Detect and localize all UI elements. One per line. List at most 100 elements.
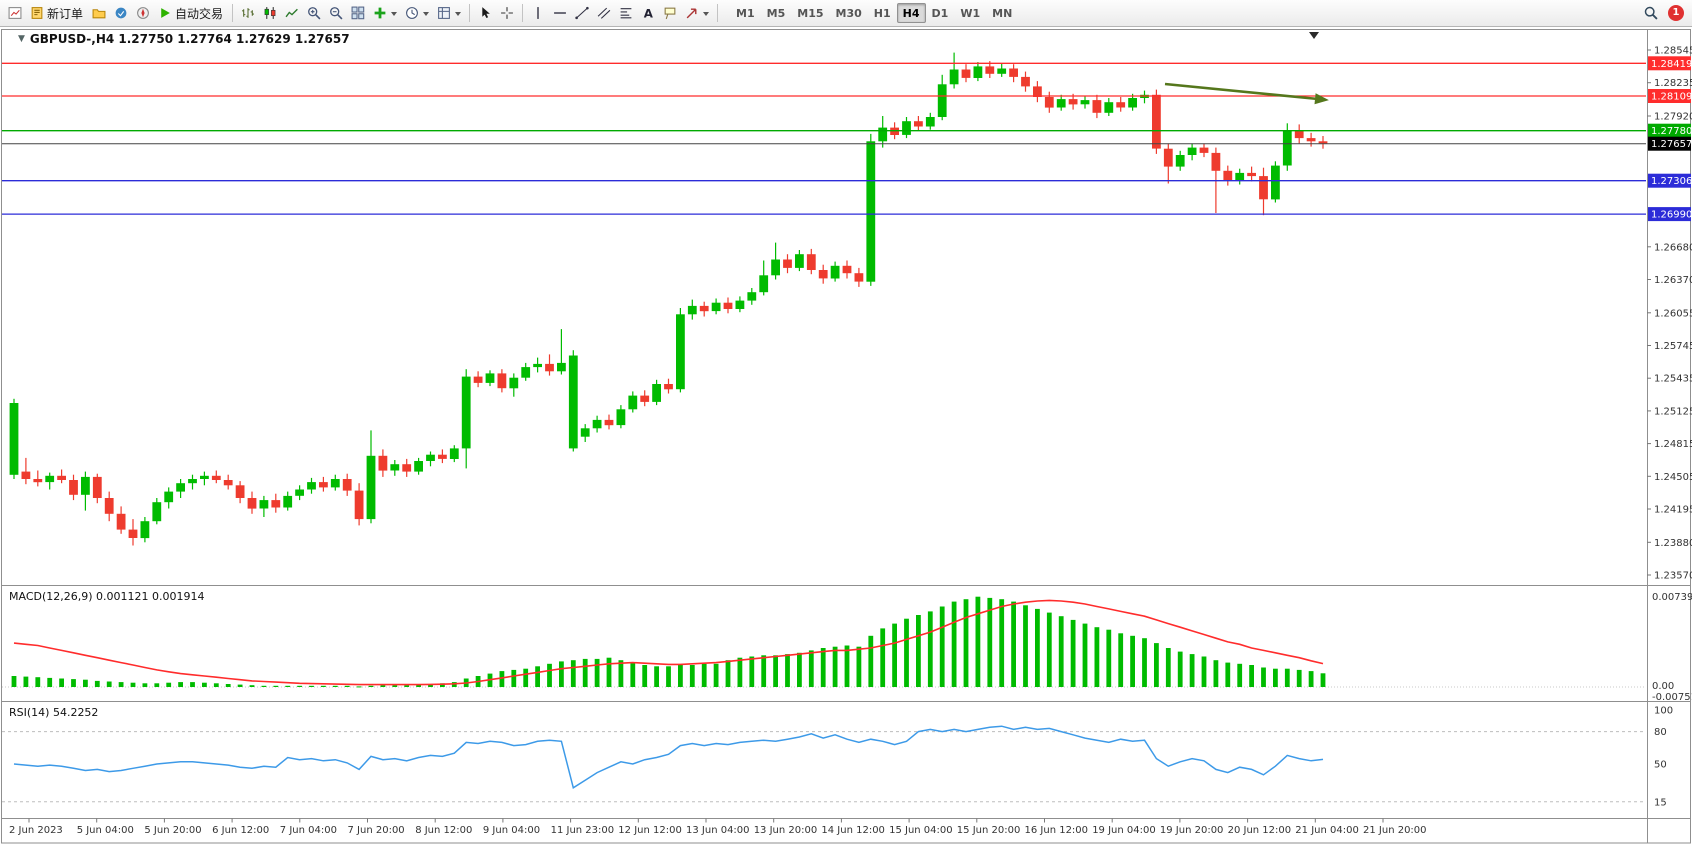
text-button[interactable]: A — [637, 2, 659, 24]
oneclick-trading-toggle-icon[interactable]: ▼ — [18, 34, 25, 44]
tile-windows-button[interactable] — [347, 2, 369, 24]
svg-text:1.26055: 1.26055 — [1654, 308, 1692, 319]
chart-profiles-button[interactable] — [88, 2, 110, 24]
svg-text:15 Jun 20:00: 15 Jun 20:00 — [957, 825, 1021, 836]
svg-text:1.25435: 1.25435 — [1654, 374, 1692, 385]
timeframe-M5[interactable]: M5 — [761, 3, 792, 23]
svg-text:1.24195: 1.24195 — [1654, 505, 1692, 516]
rsi-line — [13, 725, 1324, 789]
indicators-button[interactable] — [369, 2, 401, 24]
svg-text:16 Jun 12:00: 16 Jun 12:00 — [1025, 825, 1089, 836]
svg-text:1.27306: 1.27306 — [1651, 176, 1692, 187]
zoom-out-button[interactable] — [325, 2, 347, 24]
svg-text:1.26370: 1.26370 — [1654, 275, 1692, 286]
navigator-icon — [136, 6, 150, 20]
chart-new-icon — [8, 6, 22, 20]
chart-shift-marker[interactable] — [1309, 32, 1319, 39]
toolbar-separator — [469, 4, 471, 22]
new-order-button[interactable]: 新订单 — [26, 2, 88, 24]
svg-text:1.28235: 1.28235 — [1654, 78, 1692, 89]
crosshair-icon — [500, 6, 514, 20]
svg-text:6 Jun 12:00: 6 Jun 12:00 — [212, 825, 269, 836]
hline-icon — [553, 6, 567, 20]
svg-text:1.28109: 1.28109 — [1651, 92, 1692, 103]
svg-text:19 Jun 20:00: 19 Jun 20:00 — [1160, 825, 1224, 836]
templates-button[interactable] — [433, 2, 465, 24]
time-axis[interactable]: 2 Jun 2023 5 Jun 04:00 5 Jun 20:00 6 Jun 12… — [9, 818, 1427, 837]
svg-text:1.25125: 1.25125 — [1654, 406, 1692, 417]
svg-text:1.25745: 1.25745 — [1654, 341, 1692, 352]
line-chart-mode-button[interactable] — [281, 2, 303, 24]
label-icon — [663, 6, 677, 20]
periods-button[interactable] — [401, 2, 433, 24]
candlestick-mode-button[interactable] — [259, 2, 281, 24]
notification-badge[interactable]: 1 — [1668, 5, 1684, 21]
toolbar-right-group: 1 — [1640, 2, 1688, 24]
equidistant-channel-button[interactable] — [593, 2, 615, 24]
timeframe-M1[interactable]: M1 — [730, 3, 761, 23]
svg-text:1.26990: 1.26990 — [1651, 210, 1692, 221]
svg-text:15: 15 — [1654, 797, 1667, 808]
trendline-button[interactable] — [571, 2, 593, 24]
market-watch-button[interactable] — [110, 2, 132, 24]
auto-trading-button[interactable]: 自动交易 — [154, 2, 228, 24]
horizontal-line-button[interactable] — [549, 2, 571, 24]
svg-text:7 Jun 20:00: 7 Jun 20:00 — [348, 825, 405, 836]
timeframe-H1[interactable]: H1 — [868, 3, 897, 23]
svg-text:2 Jun 2023: 2 Jun 2023 — [9, 825, 63, 836]
cursor-button[interactable] — [474, 2, 496, 24]
svg-text:A: A — [644, 6, 654, 20]
svg-text:19 Jun 04:00: 19 Jun 04:00 — [1092, 825, 1156, 836]
svg-text:11 Jun 23:00: 11 Jun 23:00 — [551, 825, 615, 836]
new-chart-button[interactable] — [4, 2, 26, 24]
svg-text:50: 50 — [1654, 760, 1667, 771]
zoom-in-button[interactable] — [303, 2, 325, 24]
svg-text:9 Jun 04:00: 9 Jun 04:00 — [483, 825, 540, 836]
timeframe-M30[interactable]: M30 — [830, 3, 868, 23]
candles-icon — [263, 6, 277, 20]
timeframe-M15[interactable]: M15 — [791, 3, 829, 23]
toolbar: 新订单 自动交易 A M1 M5 M15 M30 H1 H4 D1 W1 MN 1 — [0, 0, 1692, 27]
trend-icon — [575, 6, 589, 20]
arrow-icon — [685, 6, 699, 20]
svg-text:1.23880: 1.23880 — [1654, 538, 1692, 549]
search-button[interactable] — [1640, 2, 1662, 24]
svg-text:21 Jun 20:00: 21 Jun 20:00 — [1363, 825, 1427, 836]
timeframe-MN[interactable]: MN — [986, 3, 1018, 23]
bars-icon — [241, 6, 255, 20]
horizontal-price-lines[interactable] — [2, 62, 1646, 215]
price-line-tags: 1.28419 1.28109 1.27780 1.27306 1.26990 1.276… — [1648, 56, 1692, 222]
text-label-button[interactable] — [659, 2, 681, 24]
svg-text:1.24505: 1.24505 — [1654, 472, 1692, 483]
svg-text:5 Jun 04:00: 5 Jun 04:00 — [77, 825, 134, 836]
timeframe-H4[interactable]: H4 — [896, 3, 926, 23]
profiles-icon — [92, 6, 106, 20]
vertical-line-button[interactable] — [527, 2, 549, 24]
svg-text:14 Jun 12:00: 14 Jun 12:00 — [821, 825, 885, 836]
svg-text:1.23570: 1.23570 — [1654, 571, 1692, 582]
cursor-icon — [478, 6, 492, 20]
zoom-out-icon — [329, 6, 343, 20]
linechart-icon — [285, 6, 299, 20]
price-axis[interactable]: 1.28545 1.28235 1.27920 1.26680 1.26370 1.260… — [1647, 46, 1692, 582]
timeframe-D1[interactable]: D1 — [926, 3, 955, 23]
svg-text:1.26680: 1.26680 — [1654, 242, 1692, 253]
fibonacci-button[interactable] — [615, 2, 637, 24]
svg-text:0.00: 0.00 — [1652, 681, 1674, 692]
timeframe-W1[interactable]: W1 — [954, 3, 986, 23]
navigator-button[interactable] — [132, 2, 154, 24]
svg-text:1.27920: 1.27920 — [1654, 112, 1692, 123]
svg-text:8 Jun 12:00: 8 Jun 12:00 — [415, 825, 472, 836]
chevron-down-icon — [703, 12, 710, 19]
svg-text:21 Jun 04:00: 21 Jun 04:00 — [1295, 825, 1359, 836]
crosshair-button[interactable] — [496, 2, 518, 24]
clock-icon — [405, 6, 419, 20]
fibo-icon — [619, 6, 633, 20]
trend-arrow-annotation[interactable] — [1164, 82, 1329, 105]
candlestick-series — [9, 52, 1328, 546]
arrows-button[interactable] — [681, 2, 713, 24]
rsi-axis: 100 80 50 15 — [1654, 706, 1673, 809]
bar-chart-mode-button[interactable] — [237, 2, 259, 24]
svg-text:13 Jun 04:00: 13 Jun 04:00 — [686, 825, 750, 836]
